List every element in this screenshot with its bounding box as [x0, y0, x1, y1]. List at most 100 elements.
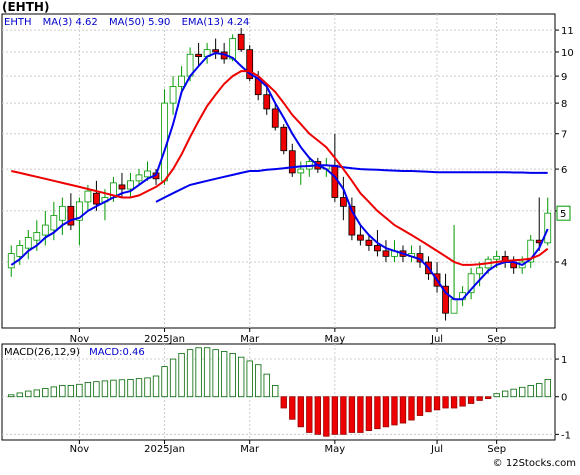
- macd-x-tick-label: Jul: [430, 444, 443, 455]
- macd-x-tick-label: Sep: [487, 444, 506, 455]
- macd-bar: [212, 349, 219, 398]
- candle-body: [178, 75, 185, 87]
- candle-body: [33, 232, 41, 241]
- macd-bar: [246, 360, 253, 398]
- indicator-ma3-value: 4.62: [75, 17, 98, 28]
- macd-bar: [306, 396, 313, 433]
- indicator-ema13-value: 4.24: [227, 17, 250, 28]
- price-x-tick-label: Nov: [70, 334, 90, 345]
- macd-bar: [101, 380, 109, 398]
- candle-body: [144, 170, 151, 178]
- up-candle: [50, 201, 58, 241]
- price-y-tick-label: 4: [561, 258, 567, 269]
- macd-x-tick-label: Mar: [240, 444, 260, 455]
- macd-bar: [42, 388, 49, 398]
- macd-bar: [195, 347, 202, 398]
- macd-bar: [357, 396, 364, 433]
- down-candle: [67, 193, 75, 230]
- macd-bar: [365, 396, 373, 431]
- price-panel-frame: [1, 13, 556, 329]
- candle-body: [67, 205, 75, 226]
- candle-body: [237, 33, 245, 51]
- macd-y-tick-label: 0: [561, 393, 567, 404]
- candle-body: [263, 94, 271, 110]
- macd-bar: [84, 381, 92, 398]
- macd-x-tick-label: May: [325, 444, 346, 455]
- price-x-tick-label: May: [325, 334, 346, 345]
- candle-body: [467, 273, 475, 294]
- up-candle: [127, 172, 134, 198]
- down-candle: [212, 38, 220, 59]
- up-candle: [58, 197, 66, 236]
- down-candle: [339, 176, 347, 221]
- macd-bar: [110, 379, 117, 398]
- down-candle: [442, 273, 449, 321]
- indicator-ema13-label: EMA(13): [181, 17, 224, 28]
- indicator-ma3-label: MA(3): [42, 17, 73, 28]
- candle-body: [544, 212, 552, 244]
- ma50-line: [155, 164, 548, 203]
- candle-body: [450, 298, 458, 314]
- candle-body: [50, 215, 58, 231]
- macd-bar: [382, 396, 390, 428]
- candle-body: [84, 190, 92, 203]
- down-candle: [237, 28, 245, 52]
- macd-bar: [152, 375, 160, 398]
- ema13-line: [11, 70, 549, 266]
- macd-bar: [484, 396, 492, 399]
- macd-bar: [391, 396, 398, 426]
- price-y-tick-label: 7: [561, 130, 567, 141]
- macd-bar: [50, 386, 58, 398]
- macd-bar: [280, 396, 287, 409]
- down-candle: [246, 45, 254, 82]
- macd-bar: [544, 378, 551, 398]
- price-y-tick-label: 10: [561, 48, 574, 59]
- price-x-tick-label: 2025Jan: [144, 334, 185, 345]
- indicator-symbol: EHTH: [4, 17, 32, 28]
- macd-bar: [536, 383, 543, 398]
- macd-bar: [255, 364, 262, 398]
- up-candle: [467, 267, 475, 300]
- macd-bar: [374, 396, 381, 430]
- up-candle: [16, 240, 24, 265]
- last-price-tag: [556, 205, 571, 221]
- down-candle: [348, 197, 356, 241]
- macd-bar: [263, 373, 270, 398]
- down-candle: [357, 225, 364, 246]
- price-y-tick-label: 8: [561, 99, 567, 110]
- macd-bar: [178, 353, 185, 398]
- macd-bar: [425, 396, 432, 413]
- macd-bar: [348, 396, 356, 433]
- candle-body: [212, 49, 220, 53]
- up-candle: [135, 169, 143, 185]
- macd-bar: [519, 386, 526, 398]
- candle-body: [442, 285, 449, 314]
- up-candle: [24, 229, 32, 260]
- candle-body: [493, 255, 501, 260]
- down-candle: [195, 42, 202, 67]
- up-candle: [7, 245, 15, 277]
- macd-bar: [289, 396, 296, 420]
- macd-bar: [323, 396, 330, 437]
- candle-body: [118, 184, 126, 190]
- macd-bar: [297, 396, 304, 428]
- macd-bar: [331, 396, 339, 435]
- macd-bar: [203, 347, 211, 398]
- ma3-line: [10, 52, 549, 301]
- up-candle: [527, 235, 535, 268]
- chart-title: (EHTH): [2, 0, 50, 14]
- macd-bar: [186, 349, 194, 398]
- up-candle: [169, 76, 177, 115]
- macd-bar: [527, 385, 534, 398]
- candle-body: [76, 201, 83, 221]
- macd-bar: [25, 390, 32, 398]
- macd-bar: [127, 378, 134, 398]
- macd-bar: [314, 396, 321, 435]
- price-y-tick-label: 11: [561, 26, 574, 37]
- candle-body: [357, 234, 364, 241]
- macd-bar: [59, 385, 66, 398]
- up-candle: [161, 89, 168, 185]
- candle-body: [382, 250, 390, 257]
